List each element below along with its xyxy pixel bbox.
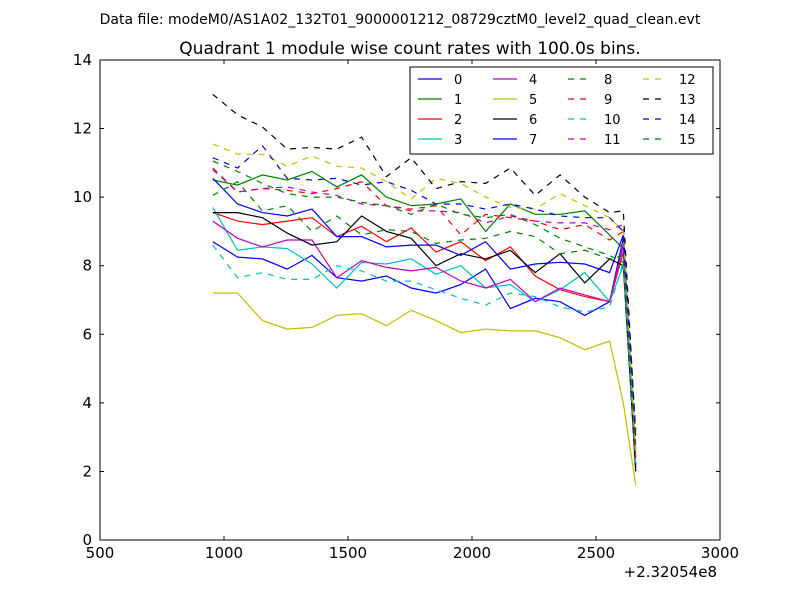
legend-label-14: 14 — [679, 113, 696, 128]
legend-label-9: 9 — [604, 93, 612, 108]
y-tick-label: 4 — [82, 394, 92, 412]
series-line-10 — [212, 244, 637, 465]
legend-label-11: 11 — [604, 133, 621, 148]
y-tick-label: 8 — [82, 257, 92, 275]
series-line-8 — [212, 180, 637, 462]
series-line-9 — [212, 167, 637, 458]
series-line-4 — [212, 220, 637, 465]
series-line-0 — [212, 238, 637, 469]
x-tick-label: 3000 — [701, 544, 739, 562]
y-tick-label: 10 — [73, 188, 92, 206]
x-tick-label: 2500 — [577, 544, 615, 562]
series-line-7 — [212, 177, 637, 451]
series-layer — [212, 93, 637, 486]
series-line-13 — [212, 93, 637, 438]
series-line-1 — [212, 170, 637, 465]
x-tick-label: 2000 — [453, 544, 491, 562]
series-line-12 — [212, 143, 637, 451]
x-offset-label: +2.32054e8 — [624, 563, 717, 581]
series-line-11 — [212, 169, 637, 458]
legend-label-1: 1 — [454, 93, 462, 108]
series-line-6 — [212, 212, 637, 472]
legend-label-6: 6 — [529, 113, 537, 128]
legend-label-4: 4 — [529, 73, 537, 88]
legend-label-8: 8 — [604, 73, 612, 88]
y-tick-label: 2 — [82, 462, 92, 480]
series-line-14 — [212, 144, 637, 431]
y-tick-label: 14 — [73, 51, 92, 69]
y-tick-label: 0 — [82, 531, 92, 549]
legend-label-13: 13 — [679, 93, 696, 108]
legend-label-5: 5 — [529, 93, 537, 108]
chart-suptitle: Data file: modeM0/AS1A02_132T01_90000012… — [100, 12, 701, 28]
series-line-2 — [212, 212, 637, 472]
legend-label-12: 12 — [679, 73, 696, 88]
legend-label-10: 10 — [604, 113, 621, 128]
x-tick-label: 500 — [86, 544, 115, 562]
series-line-5 — [212, 292, 637, 486]
legend-label-0: 0 — [454, 73, 462, 88]
y-tick-label: 6 — [82, 325, 92, 343]
x-tick-label: 1500 — [329, 544, 367, 562]
x-tick-label: 1000 — [205, 544, 243, 562]
chart-title: Quadrant 1 module wise count rates with … — [179, 39, 640, 59]
series-line-15 — [212, 160, 637, 445]
legend-label-3: 3 — [454, 133, 462, 148]
series-line-3 — [212, 207, 637, 458]
legend-label-7: 7 — [529, 133, 537, 148]
legend-label-15: 15 — [679, 133, 696, 148]
y-tick-label: 12 — [73, 120, 92, 138]
legend-label-2: 2 — [454, 113, 462, 128]
plot-frame — [99, 59, 721, 541]
legend-box — [409, 66, 714, 155]
